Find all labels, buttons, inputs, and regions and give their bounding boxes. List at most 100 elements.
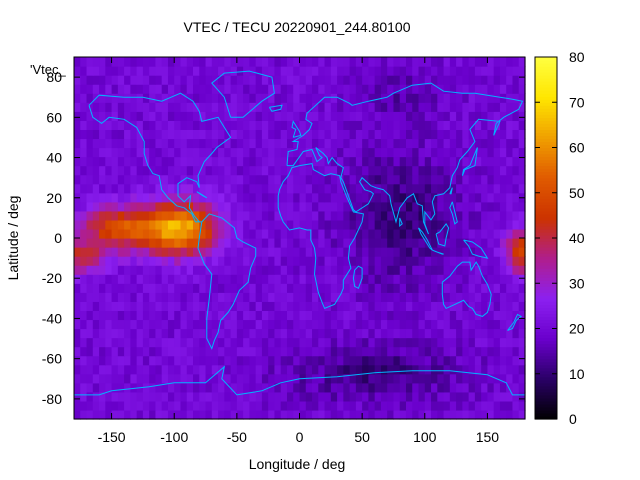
heatmap-cell	[387, 219, 395, 230]
heatmap-cell	[337, 355, 344, 366]
heatmap-cell	[268, 210, 276, 221]
heatmap-cell	[167, 93, 175, 103]
heatmap-cell	[218, 355, 225, 366]
heatmap-cell	[136, 265, 144, 275]
heatmap-cell	[124, 310, 131, 321]
heatmap-cell	[399, 283, 407, 293]
heatmap-cell	[481, 355, 489, 366]
heatmap-cell	[211, 391, 219, 402]
heatmap-cell	[418, 400, 426, 411]
heatmap-cell	[518, 129, 526, 140]
heatmap-cell	[280, 75, 288, 85]
heatmap-cell	[186, 373, 194, 384]
heatmap-cell	[255, 346, 263, 357]
heatmap-cell	[380, 84, 388, 94]
heatmap-cell	[92, 75, 100, 85]
heatmap-cell	[155, 66, 163, 76]
heatmap-cell	[343, 301, 351, 311]
heatmap-cell	[86, 219, 94, 230]
heatmap-cell	[124, 102, 131, 112]
heatmap-cell	[330, 355, 338, 366]
heatmap-cell	[337, 102, 344, 112]
heatmap-cell	[280, 292, 288, 302]
heatmap-cell	[174, 346, 182, 357]
heatmap-cell	[487, 328, 495, 339]
heatmap-cell	[380, 165, 388, 176]
heatmap-cell	[149, 120, 157, 130]
heatmap-cell	[493, 337, 501, 348]
heatmap-cell	[111, 391, 119, 402]
heatmap-cell	[299, 310, 307, 321]
heatmap-cell	[499, 138, 507, 149]
heatmap-cell	[230, 156, 238, 167]
heatmap-cell	[193, 84, 200, 94]
heatmap-cell	[80, 111, 88, 121]
heatmap-cell	[337, 57, 344, 67]
heatmap-cell	[337, 337, 344, 348]
heatmap-cell	[274, 102, 282, 112]
heatmap-cell	[243, 310, 250, 321]
heatmap-cell	[318, 265, 326, 275]
heatmap-cell	[512, 156, 520, 167]
heatmap-cell	[205, 84, 213, 94]
heatmap-cell	[230, 228, 238, 239]
heatmap-cell	[512, 129, 520, 140]
heatmap-cell	[493, 310, 501, 321]
heatmap-cell	[74, 409, 81, 420]
heatmap-cell	[92, 138, 100, 149]
heatmap-cell	[105, 283, 113, 293]
heatmap-cell	[468, 66, 476, 76]
heatmap-cell	[261, 310, 269, 321]
heatmap-cell	[305, 147, 313, 158]
heatmap-cell	[111, 355, 119, 366]
heatmap-cell	[362, 265, 369, 275]
heatmap-cell	[393, 174, 401, 185]
heatmap-cell	[305, 228, 313, 239]
heatmap-cell	[362, 247, 369, 257]
heatmap-cell	[443, 373, 451, 384]
heatmap-cell	[130, 210, 138, 221]
heatmap-cell	[437, 337, 445, 348]
heatmap-cell	[136, 256, 144, 266]
heatmap-cell	[380, 66, 388, 76]
heatmap-cell	[80, 228, 88, 239]
heatmap-cell	[468, 337, 476, 348]
heatmap-cell	[368, 120, 376, 130]
heatmap-cell	[462, 228, 470, 239]
heatmap-cell	[218, 156, 225, 167]
heatmap-cell	[205, 310, 213, 321]
heatmap-cell	[506, 120, 514, 130]
colorbar-segment	[535, 60, 557, 64]
heatmap-cell	[431, 373, 438, 384]
heatmap-cell	[474, 355, 482, 366]
heatmap-cell	[230, 310, 238, 321]
heatmap-cell	[80, 57, 88, 67]
heatmap-cell	[343, 409, 351, 420]
heatmap-cell	[99, 373, 106, 384]
heatmap-cell	[456, 129, 463, 140]
heatmap-cell	[506, 274, 514, 284]
colorbar-segment	[535, 394, 557, 399]
heatmap-cell	[274, 301, 282, 311]
heatmap-cell	[142, 219, 150, 230]
heatmap-cell	[224, 120, 232, 130]
heatmap-cell	[330, 400, 338, 411]
heatmap-cell	[186, 102, 194, 112]
heatmap-cell	[224, 364, 232, 375]
heatmap-cell	[324, 409, 332, 420]
heatmap-cell	[431, 120, 438, 130]
heatmap-cell	[418, 57, 426, 67]
heatmap-cell	[274, 328, 282, 339]
heatmap-cell	[193, 337, 200, 348]
heatmap-cell	[236, 373, 244, 384]
heatmap-cell	[468, 373, 476, 384]
heatmap-cell	[518, 391, 526, 402]
heatmap-cell	[243, 147, 250, 158]
heatmap-cell	[299, 283, 307, 293]
heatmap-cell	[362, 238, 369, 248]
heatmap-cell	[393, 400, 401, 411]
heatmap-cell	[318, 93, 326, 103]
heatmap-cell	[193, 364, 200, 375]
heatmap-cell	[518, 400, 526, 411]
heatmap-cell	[286, 274, 294, 284]
